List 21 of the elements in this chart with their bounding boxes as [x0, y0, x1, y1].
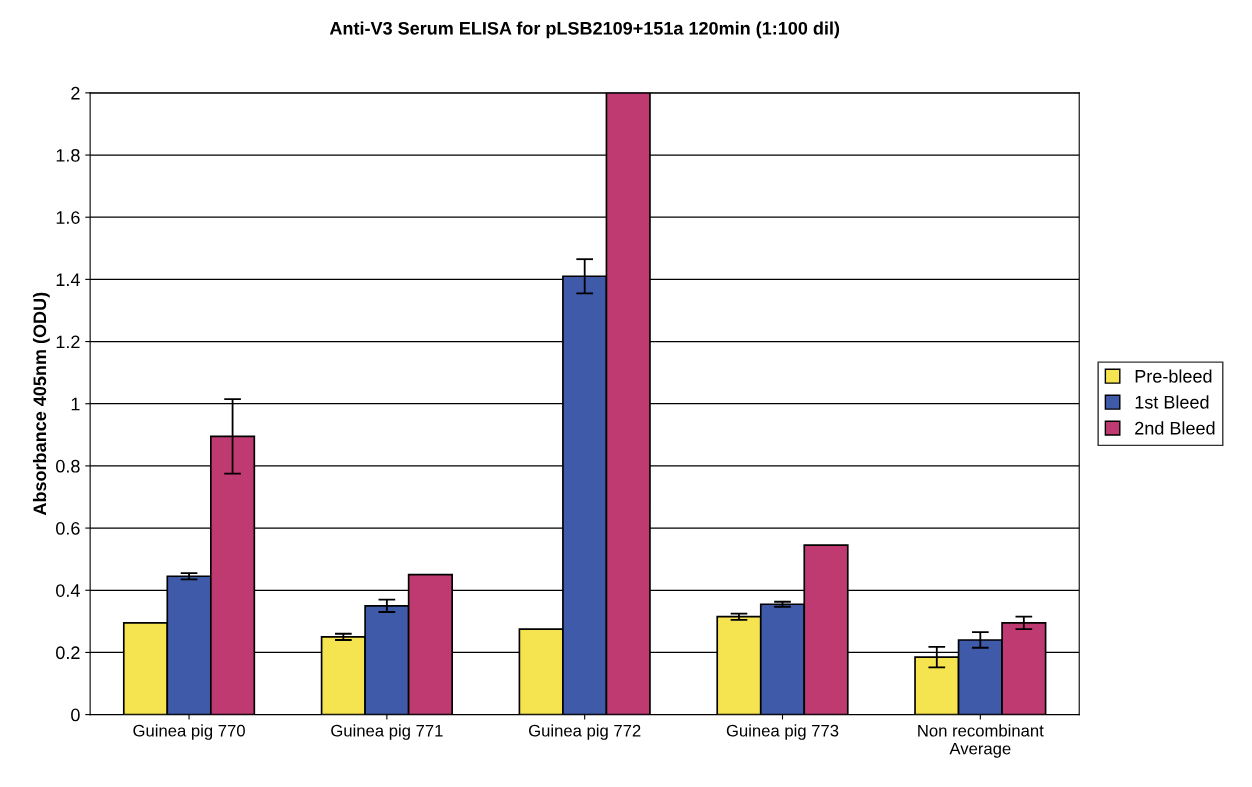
y-tick-label: 1 — [71, 397, 80, 411]
y-tick-label: 0 — [71, 708, 80, 722]
y-axis-title: Absorbance 405nm (ODU) — [32, 292, 50, 516]
legend-label: 1st Bleed — [1135, 395, 1209, 409]
y-tick-label: 1.2 — [56, 335, 80, 349]
y-tick-label: 0.4 — [56, 584, 80, 597]
y-tick-label: 1.6 — [56, 211, 80, 224]
chart-title: Anti-V3 Serum ELISA for pLSB2109+151a 120min (1:100 dil) — [329, 21, 840, 39]
x-tick-label: Guinea pig 772 — [529, 724, 641, 740]
y-tick-label: 0.6 — [56, 522, 80, 535]
x-tick-label: Guinea pig 773 — [726, 724, 839, 740]
y-tick-label: 1.4 — [56, 273, 80, 286]
y-tick-label: 0.8 — [56, 459, 80, 473]
x-tick-label: Non recombinant Average — [918, 724, 1044, 758]
x-tick-label: Guinea pig 771 — [331, 724, 443, 740]
y-tick-label: 1.8 — [56, 148, 80, 162]
legend-label: Pre-bleed — [1135, 369, 1212, 383]
y-tick-label: 2 — [71, 86, 80, 100]
legend-label: 2nd Bleed — [1135, 421, 1215, 435]
x-tick-label: Guinea pig 770 — [133, 724, 245, 740]
y-tick-label: 0.2 — [56, 646, 80, 660]
